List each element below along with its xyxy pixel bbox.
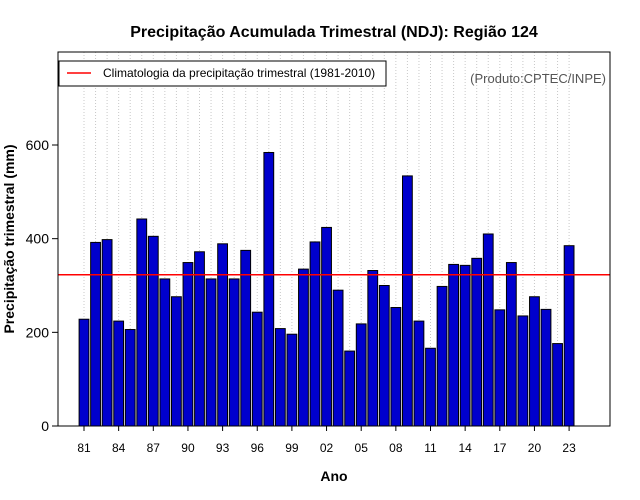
bar-2009: [402, 175, 413, 427]
bar-1987: [147, 235, 159, 427]
legend: Climatologia da precipitação trimestral …: [58, 60, 387, 87]
bar-2018: [505, 262, 517, 427]
bar-2007: [378, 285, 390, 427]
bar-2012: [436, 285, 448, 427]
bar-1994: [228, 278, 240, 427]
bar-2022: [552, 343, 563, 427]
bar-1989: [171, 296, 182, 427]
bar-1983: [101, 239, 113, 427]
bar-1999: [286, 333, 298, 427]
bar-2020: [529, 296, 540, 427]
bar-2013: [448, 263, 460, 427]
bar-1997: [263, 151, 275, 427]
bar-2019: [517, 315, 529, 427]
x-tick-label: 90: [181, 441, 195, 455]
x-axis-label: Ano: [320, 468, 347, 484]
x-tick-label: 84: [112, 441, 126, 455]
x-tick-label: 20: [528, 441, 542, 455]
bars: [78, 151, 575, 427]
bar-1995: [240, 249, 252, 427]
bar-1996: [251, 311, 263, 427]
y-tick-label: 400: [26, 231, 50, 247]
bar-2002: [321, 226, 332, 427]
x-tick-label: 17: [493, 441, 507, 455]
chart-title: Precipitação Acumulada Trimestral (NDJ):…: [130, 24, 538, 41]
bar-2016: [482, 233, 494, 427]
x-tick-label: 02: [320, 441, 334, 455]
y-axis-label: Precipitação trimestral (mm): [1, 144, 17, 333]
x-tick-label: 99: [285, 441, 299, 455]
bar-2010: [413, 320, 425, 427]
x-tick-label: 81: [77, 441, 91, 455]
x-tick-label: 05: [355, 441, 369, 455]
bar-1991: [194, 251, 205, 427]
bar-2023: [563, 245, 575, 427]
bar-2014: [459, 264, 471, 427]
bar-2001: [309, 241, 321, 427]
bar-1986: [136, 218, 148, 427]
bar-2011: [425, 347, 436, 427]
x-tick-label: 96: [251, 441, 265, 455]
x-tick-label: 23: [562, 441, 576, 455]
bar-2006: [367, 270, 379, 427]
bar-1992: [205, 278, 217, 427]
bar-2000: [298, 268, 309, 427]
bar-1990: [182, 262, 194, 427]
y-tick-label: 200: [26, 324, 50, 340]
bar-2005: [355, 323, 367, 427]
bar-1993: [217, 243, 228, 427]
bar-1981: [78, 318, 90, 427]
bar-2003: [332, 289, 344, 427]
x-tick-label: 93: [216, 441, 230, 455]
y-tick-label: 600: [26, 137, 50, 153]
bar-2008: [390, 307, 402, 427]
y-tick-label: 0: [41, 418, 49, 434]
bar-1985: [124, 329, 136, 427]
x-tick-label: 08: [389, 441, 403, 455]
bar-1982: [90, 241, 101, 427]
bar-1988: [159, 278, 171, 427]
legend-label: Climatologia da precipitação trimestral …: [103, 66, 375, 80]
legend-box: [58, 60, 387, 87]
x-tick-label: 11: [424, 441, 437, 455]
bar-2004: [344, 350, 356, 427]
x-axis: 81 84 87 90 93 96 99 02 05 08 11 14 17 20 23: [77, 426, 576, 455]
source-note: (Produto:CPTEC/INPE): [470, 71, 606, 86]
bar-2017: [494, 309, 506, 427]
y-axis: 0 200 400 600: [26, 137, 58, 434]
bar-1998: [274, 328, 286, 427]
bar-2015: [471, 257, 483, 427]
x-tick-label: 14: [458, 441, 472, 455]
x-tick-label: 87: [147, 441, 161, 455]
bar-1984: [113, 320, 125, 427]
bar-2021: [540, 308, 552, 427]
